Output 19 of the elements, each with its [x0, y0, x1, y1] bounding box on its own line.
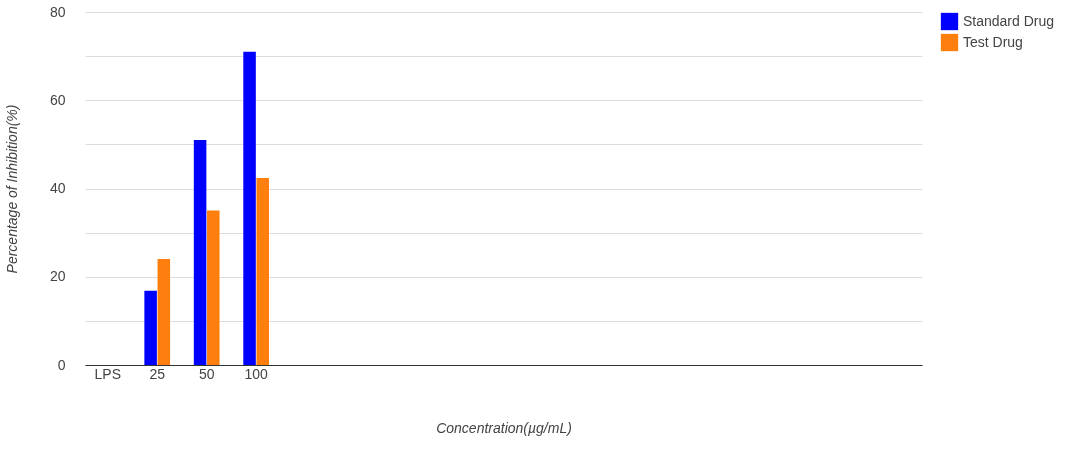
legend-label: Standard Drug — [963, 12, 1055, 29]
bar — [193, 139, 207, 365]
y-tick-label: 80 — [49, 3, 66, 20]
bar — [256, 177, 270, 365]
y-axis-title: Percentage of Inhibition(%) — [3, 104, 20, 274]
x-tick-label: LPS — [94, 365, 121, 382]
y-tick-label: 40 — [49, 180, 66, 196]
x-tick-label: 25 — [149, 365, 166, 382]
bar — [157, 259, 171, 365]
x-tick-label: 50 — [198, 365, 215, 382]
y-tick-label: 20 — [49, 268, 66, 285]
x-tick-label: 100 — [244, 365, 269, 382]
legend-label: Test Drug — [963, 33, 1023, 50]
bar — [207, 210, 220, 365]
bar — [144, 290, 157, 365]
bar — [243, 51, 256, 365]
y-tick-label: 0 — [57, 356, 66, 373]
x-axis-title: Concentration(µg/mL) — [436, 419, 572, 436]
y-tick-label: 60 — [49, 91, 66, 108]
